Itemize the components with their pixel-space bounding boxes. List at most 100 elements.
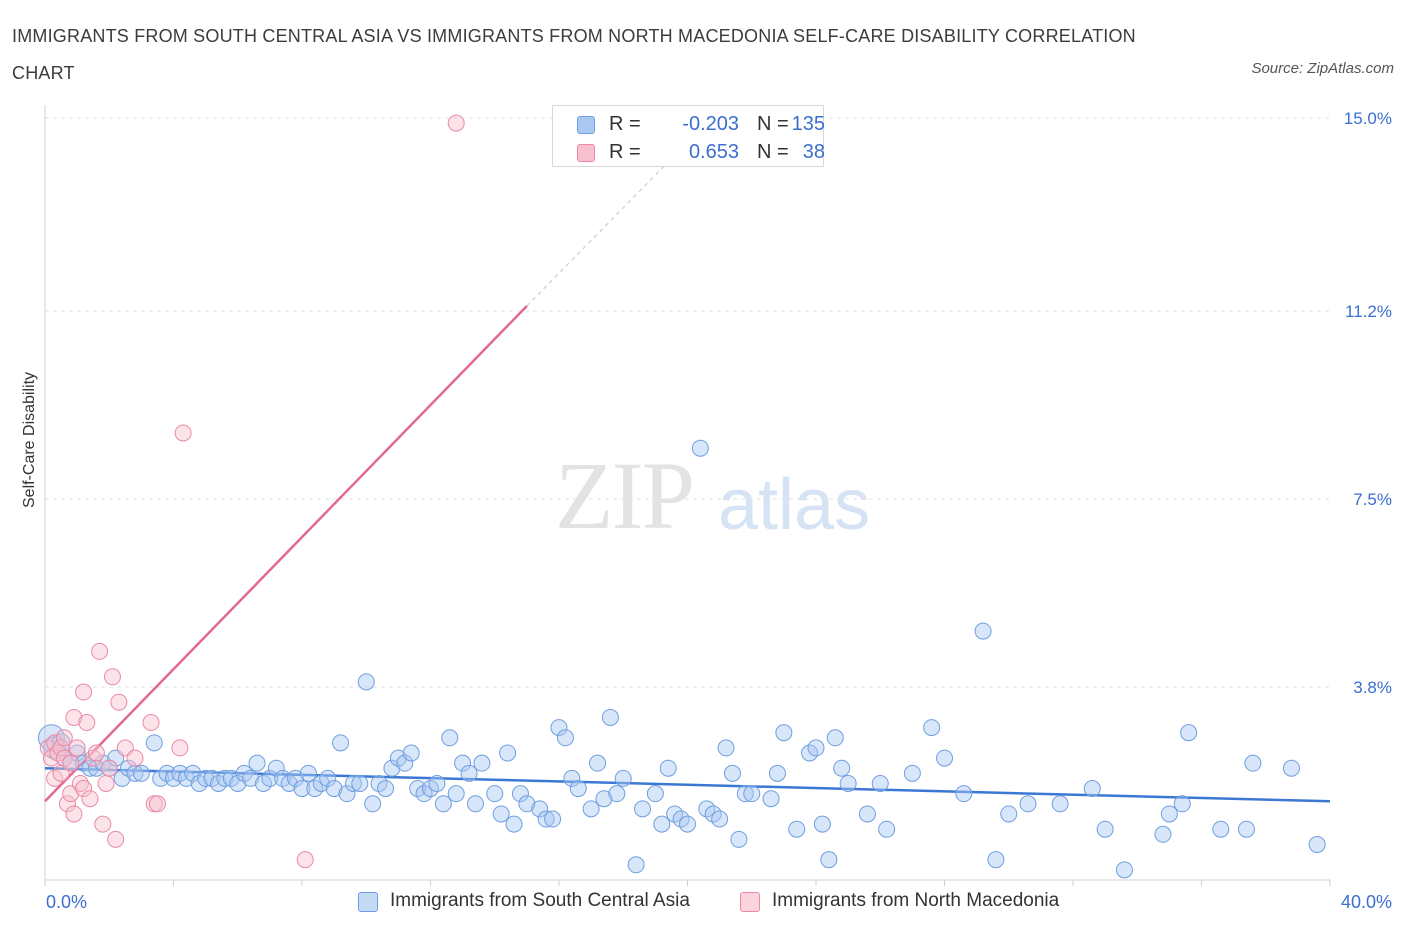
data-point (319, 769, 337, 787)
data-point (550, 719, 568, 737)
axes (44, 105, 1331, 886)
data-point (68, 744, 86, 762)
watermark-atlas: atlas (718, 465, 871, 545)
data-point (807, 739, 825, 757)
data-point (556, 729, 574, 747)
data-point (84, 749, 102, 767)
data-point (107, 830, 125, 848)
series-legend-label: Immigrants from South Central Asia (390, 890, 690, 911)
x-tick-label-min: 0.0% (46, 892, 87, 912)
data-point (826, 729, 844, 747)
data-point (142, 714, 160, 732)
legend-r-value: -0.203 (682, 113, 739, 135)
data-point (434, 795, 452, 813)
data-point (820, 851, 838, 869)
data-point (110, 693, 128, 711)
data-point (717, 739, 735, 757)
data-point (903, 764, 921, 782)
data-point (65, 805, 83, 823)
data-point (87, 744, 105, 762)
y-tick-label: 7.5% (1353, 490, 1392, 509)
trend-lines (44, 158, 1331, 803)
data-point (58, 795, 76, 813)
data-point (1000, 805, 1018, 823)
data-point (75, 780, 93, 798)
data-point (768, 764, 786, 782)
data-point (646, 785, 664, 803)
data-point (78, 714, 96, 732)
series-south-central-asia (37, 439, 1326, 879)
data-point (743, 785, 761, 803)
series-legend-swatch-pink (740, 892, 760, 912)
data-point (454, 754, 472, 772)
data-point (113, 769, 131, 787)
data-point (608, 785, 626, 803)
trend-line-south-central-asia (44, 766, 1331, 803)
data-point (659, 759, 677, 777)
data-point (357, 673, 375, 691)
data-point (1019, 795, 1037, 813)
legend-r-value: 0.653 (688, 141, 739, 163)
series-legend: Immigrants from South Central Asia Immig… (0, 888, 1406, 916)
y-tick-label: 11.2% (1345, 302, 1392, 321)
data-point (936, 749, 953, 767)
series-legend-label: Immigrants from North Macedonia (772, 890, 1060, 911)
data-point (531, 800, 549, 818)
data-point (261, 769, 279, 787)
data-point (97, 774, 115, 792)
data-point (614, 769, 632, 787)
data-point (377, 780, 395, 798)
data-point (518, 795, 536, 813)
data-point (216, 769, 234, 787)
data-point (174, 424, 192, 442)
series-legend-swatch-blue (358, 892, 378, 912)
data-point (184, 764, 202, 782)
data-point (1154, 825, 1172, 843)
data-point (287, 769, 305, 787)
data-point (248, 754, 266, 772)
x-tick-label-max: 40.0% (1341, 892, 1392, 912)
data-point (100, 759, 118, 777)
legend-n-value: 135 (791, 113, 825, 135)
data-point (103, 668, 121, 686)
legend-n-label: N = (757, 113, 789, 135)
data-point (736, 785, 754, 803)
tick-labels: 3.8% 7.5% 11.2% 15.0% 0.0% 40.0% (46, 109, 1392, 912)
data-point (627, 856, 645, 874)
data-point (711, 810, 729, 828)
data-point (75, 683, 93, 701)
data-point (197, 769, 215, 787)
data-point (1308, 835, 1326, 853)
data-point (813, 815, 831, 833)
data-point (833, 759, 851, 777)
legend-n-value: 38 (802, 141, 825, 163)
data-point (132, 764, 150, 782)
data-point (299, 764, 317, 782)
data-point (923, 719, 941, 737)
data-point (723, 764, 741, 782)
data-point (296, 851, 314, 869)
data-point (537, 810, 555, 828)
data-point (338, 785, 356, 803)
legend-r-label: R = (609, 141, 641, 163)
data-point (171, 739, 189, 757)
data-point (1051, 795, 1069, 813)
data-point (691, 439, 709, 457)
data-point (569, 780, 587, 798)
data-point (466, 795, 484, 813)
data-point (775, 724, 793, 742)
data-point (383, 759, 401, 777)
data-point (1237, 820, 1255, 838)
data-point (974, 622, 992, 640)
data-point (595, 790, 613, 808)
data-point (460, 764, 478, 782)
data-point (396, 754, 414, 772)
data-point (91, 642, 109, 660)
data-point (325, 780, 343, 798)
data-point (402, 744, 420, 762)
data-point (126, 764, 144, 782)
data-point (499, 744, 517, 762)
data-point (148, 795, 166, 813)
data-point (987, 851, 1005, 869)
data-point (65, 708, 83, 726)
